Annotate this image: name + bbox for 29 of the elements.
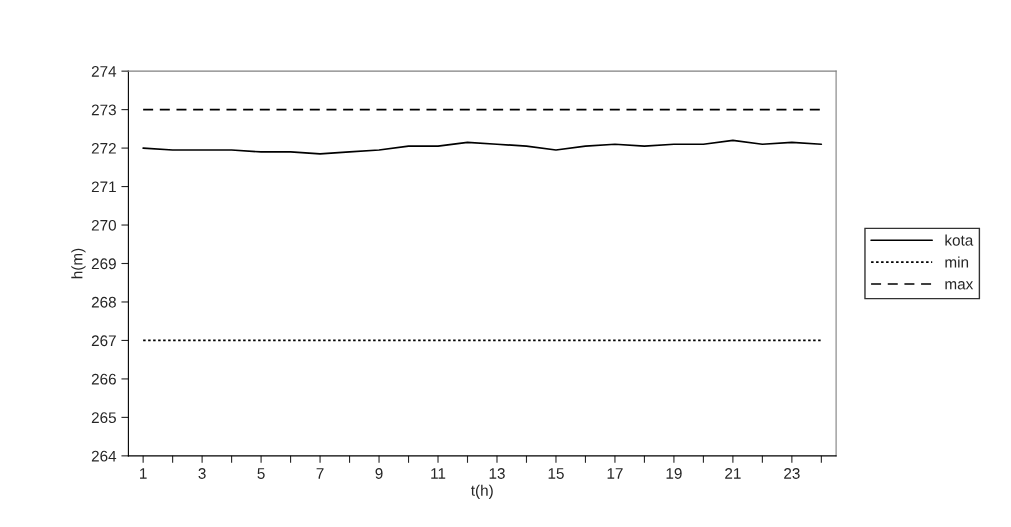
- x-tick-label: 17: [607, 468, 623, 479]
- y-axis-title: h(m): [71, 248, 86, 279]
- x-tick-label: 11: [431, 468, 446, 479]
- x-axis-title: t(h): [471, 484, 493, 499]
- x-tick-label: 19: [666, 468, 682, 479]
- x-tick-label: 23: [784, 468, 800, 479]
- legend-label: kota: [945, 234, 974, 246]
- x-tick-label: 3: [198, 468, 206, 479]
- x-tick-label: 7: [316, 468, 324, 479]
- x-tick-label: 1: [140, 468, 147, 479]
- y-tick-label: 273: [91, 104, 116, 116]
- line-series: [142, 139, 823, 155]
- y-tick-label: 265: [91, 412, 116, 424]
- y-tick-label: 274: [91, 66, 117, 77]
- legend-label: min: [945, 256, 969, 268]
- x-tick-label: 9: [375, 468, 383, 479]
- x-tick-label: 21: [725, 468, 741, 479]
- y-tick-label: 264: [91, 450, 117, 462]
- x-tick-label: 5: [257, 468, 265, 479]
- y-tick-label: 269: [91, 258, 116, 270]
- y-tick-label: 271: [91, 181, 116, 193]
- y-tick-label: 267: [91, 335, 116, 347]
- x-tick-label: 13: [489, 468, 505, 479]
- y-tick-label: 266: [91, 373, 116, 385]
- y-tick-label: 270: [91, 219, 116, 231]
- x-tick-label: 15: [548, 468, 564, 479]
- y-tick-label: 272: [91, 142, 116, 154]
- y-tick-label: 268: [91, 296, 116, 308]
- legend-label: max: [945, 281, 974, 290]
